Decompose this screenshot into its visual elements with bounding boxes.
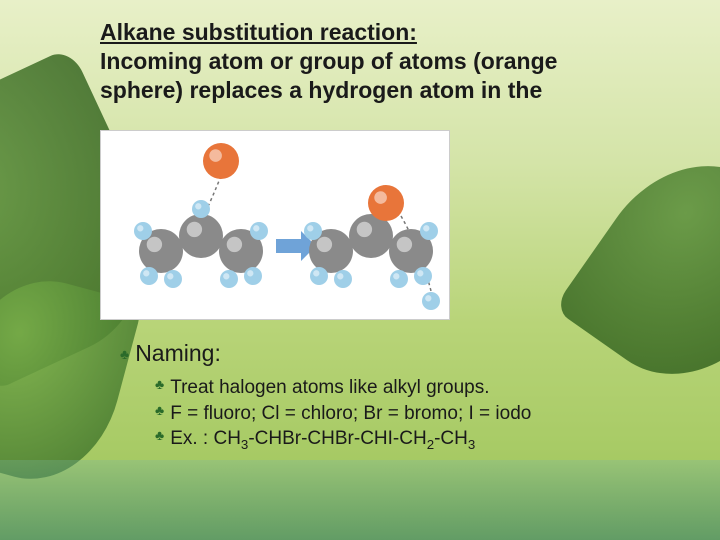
bg-water <box>0 460 720 540</box>
list-item: ♣ Ex. : CH3-CHBr-CHBr-CHI-CH2-CH3 <box>155 426 531 454</box>
naming-heading-row: ♣ Naming: <box>120 340 221 367</box>
slide-subtitle-line: sphere) replaces a hydrogen atom in the <box>100 76 680 105</box>
clover-bullet-icon: ♣ <box>155 401 164 420</box>
heading-block: Alkane substitution reaction: Incoming a… <box>100 18 680 104</box>
clover-bullet-icon: ♣ <box>155 375 164 394</box>
slide-subtitle-line: Incoming atom or group of atoms (orange <box>100 47 680 76</box>
list-text-example: Ex. : CH3-CHBr-CHBr-CHI-CH2-CH3 <box>170 426 475 454</box>
reaction-diagram <box>100 130 450 320</box>
bg-leaf <box>553 128 720 411</box>
list-item: ♣ F = fluoro; Cl = chloro; Br = bromo; I… <box>155 401 531 427</box>
clover-bullet-icon: ♣ <box>120 346 129 362</box>
molecule-svg <box>101 131 450 320</box>
clover-bullet-icon: ♣ <box>155 426 164 445</box>
list-item: ♣ Treat halogen atoms like alkyl groups. <box>155 375 531 401</box>
slide-title: Alkane substitution reaction: <box>100 18 680 47</box>
naming-list: ♣ Treat halogen atoms like alkyl groups.… <box>155 375 531 454</box>
naming-heading: Naming: <box>135 340 221 367</box>
list-text: F = fluoro; Cl = chloro; Br = bromo; I =… <box>170 401 531 427</box>
list-text: Treat halogen atoms like alkyl groups. <box>170 375 489 401</box>
